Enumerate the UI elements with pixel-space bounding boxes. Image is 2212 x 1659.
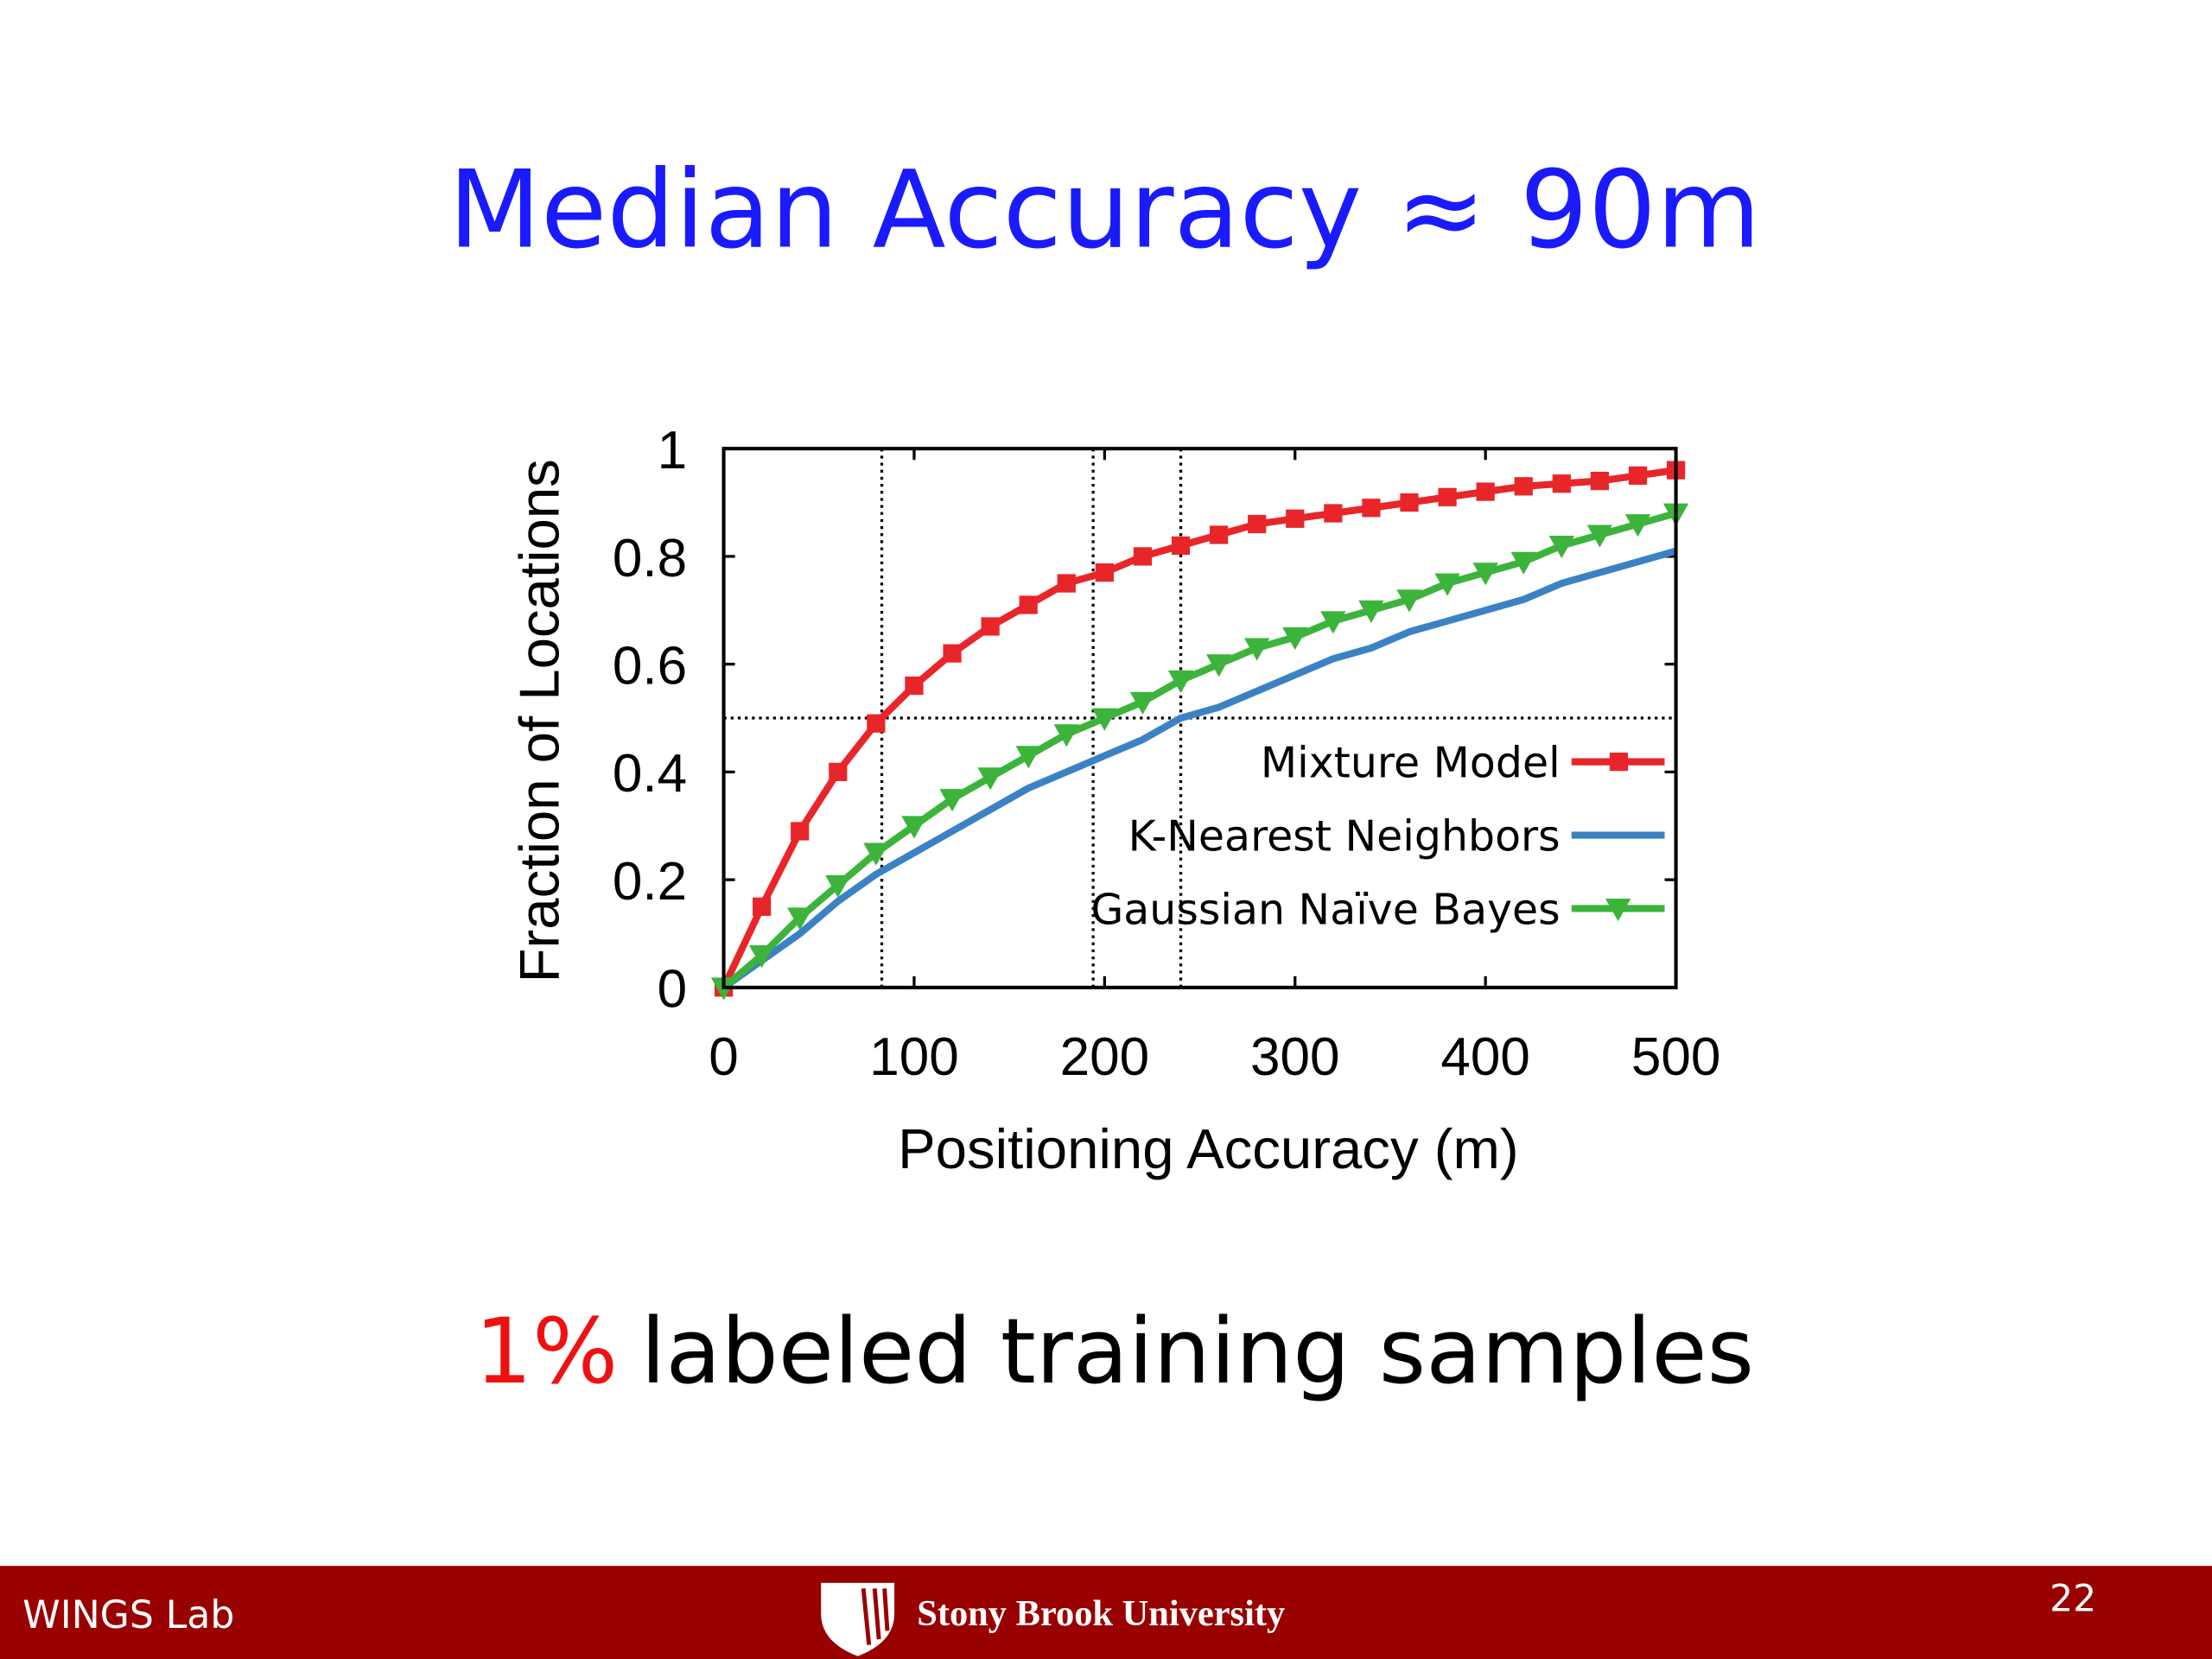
marker bbox=[1358, 600, 1384, 623]
x-tick-label: 0 bbox=[709, 1027, 738, 1087]
marker bbox=[1628, 466, 1648, 485]
y-tick-label: 0.4 bbox=[613, 744, 687, 804]
marker bbox=[825, 874, 851, 899]
x-tick-label: 200 bbox=[1060, 1027, 1150, 1087]
marker bbox=[977, 767, 1003, 791]
legend-label: K-Nearest Neighbors bbox=[1128, 811, 1560, 861]
marker bbox=[1438, 487, 1457, 506]
x-tick-label: 500 bbox=[1631, 1027, 1721, 1087]
marker bbox=[1133, 547, 1153, 566]
caption: 1% labeled training samples bbox=[475, 1299, 1754, 1404]
marker bbox=[1320, 611, 1346, 634]
marker bbox=[791, 822, 810, 841]
marker bbox=[1205, 654, 1232, 677]
marker bbox=[1396, 589, 1422, 613]
chart: 0 0.2 0.4 0.6 0.8 1 0 100 200 300 400 500 Positionin… bbox=[508, 421, 1721, 1180]
marker bbox=[787, 907, 813, 931]
marker bbox=[829, 762, 848, 781]
y-tick-label: 1 bbox=[658, 421, 688, 480]
y-tick-label: 0 bbox=[658, 960, 688, 1020]
legend-marker bbox=[1609, 753, 1629, 772]
marker bbox=[1324, 504, 1343, 523]
footer-center: Stony Brook University bbox=[917, 1593, 1285, 1634]
marker bbox=[1548, 536, 1575, 559]
x-tick-label: 100 bbox=[869, 1027, 958, 1087]
x-axis-label: Positioning Accuracy (m) bbox=[898, 1117, 1519, 1180]
caption-highlight: 1% bbox=[475, 1299, 619, 1404]
marker bbox=[1362, 499, 1381, 518]
marker bbox=[1434, 573, 1460, 596]
marker bbox=[863, 842, 889, 866]
marker bbox=[1586, 524, 1613, 548]
marker bbox=[753, 897, 772, 916]
marker bbox=[867, 714, 886, 733]
marker bbox=[1510, 551, 1536, 575]
legend-marker bbox=[1605, 899, 1631, 922]
marker bbox=[1476, 482, 1495, 501]
legend-label: Gaussian Naïve Bayes bbox=[1090, 885, 1560, 934]
marker bbox=[1282, 627, 1308, 651]
marker bbox=[1129, 691, 1156, 715]
y-tick-label: 0.6 bbox=[613, 637, 687, 696]
marker bbox=[1091, 708, 1118, 731]
marker bbox=[1400, 493, 1419, 512]
x-tick-label: 400 bbox=[1440, 1027, 1530, 1087]
marker bbox=[1590, 471, 1610, 491]
marker bbox=[1552, 474, 1571, 493]
caption-text: labeled training samples bbox=[640, 1299, 1754, 1404]
marker bbox=[1057, 574, 1076, 593]
plot-frame bbox=[721, 447, 1678, 989]
series-line bbox=[721, 547, 1677, 991]
marker bbox=[1624, 514, 1651, 537]
marker bbox=[905, 676, 924, 696]
y-tick-label: 0.8 bbox=[613, 529, 687, 588]
marker bbox=[1472, 563, 1498, 586]
x-tick-label: 300 bbox=[1250, 1027, 1340, 1087]
slide-title: Median Accuracy ≈ 90m bbox=[448, 149, 1761, 273]
footer-left: WINGS Lab bbox=[22, 1593, 234, 1637]
marker bbox=[1095, 563, 1114, 582]
marker bbox=[1053, 724, 1079, 747]
marker bbox=[1019, 595, 1038, 614]
legend-label: Mixture Model bbox=[1261, 739, 1560, 788]
marker bbox=[939, 789, 965, 812]
footer-bar bbox=[0, 1566, 2212, 1659]
page-number: 22 bbox=[2050, 1578, 2096, 1620]
marker bbox=[1167, 670, 1194, 694]
logo-lines bbox=[861, 1588, 890, 1645]
marker bbox=[1171, 536, 1191, 556]
marker bbox=[943, 644, 962, 663]
y-tick-label: 0.2 bbox=[613, 852, 687, 912]
marker bbox=[1210, 525, 1229, 544]
marker bbox=[1286, 509, 1305, 528]
marker bbox=[1015, 746, 1041, 769]
marker bbox=[748, 945, 775, 969]
marker bbox=[1244, 638, 1270, 661]
marker bbox=[981, 617, 1000, 636]
marker bbox=[1248, 514, 1267, 534]
marker bbox=[901, 816, 927, 839]
marker bbox=[1514, 477, 1533, 496]
y-axis-label: Fraction of Locations bbox=[508, 459, 571, 982]
